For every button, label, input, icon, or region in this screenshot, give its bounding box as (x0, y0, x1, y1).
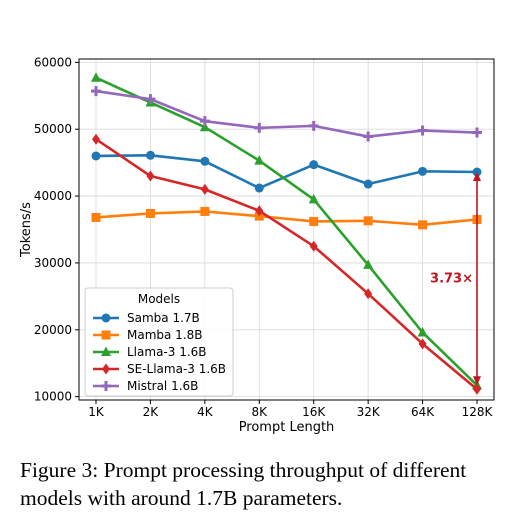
y-tick-label: 10000 (34, 390, 72, 404)
x-tick-label: 64K (411, 405, 435, 419)
ratio-annotation: 3.73× (430, 171, 481, 386)
data-point (91, 151, 101, 161)
legend-swatch-marker (101, 381, 111, 391)
series-line (95, 138, 478, 391)
data-point (363, 179, 373, 189)
x-tick-label: 1K (88, 405, 105, 419)
legend-entry: Llama-3 1.6B (93, 345, 207, 359)
data-point (91, 72, 101, 82)
x-tick-label: 8K (252, 405, 269, 419)
data-point (200, 156, 210, 166)
data-point (92, 133, 100, 145)
series-samba-1-7b (91, 150, 482, 193)
legend-box (84, 287, 234, 397)
x-axis-ticks: 1K 2K 4K 8K 16K 32K 64K 128K (88, 400, 494, 419)
series-line (95, 89, 478, 138)
legend: Models Samba 1.7B Mamba 1.8B Llama-3 1.6B S… (84, 287, 234, 397)
legend-swatch-marker (101, 330, 111, 340)
data-point (364, 288, 373, 300)
data-point (145, 150, 155, 160)
legend-label: Llama-3 1.6B (127, 345, 207, 359)
legend-entry: Mamba 1.8B (93, 328, 203, 342)
y-axis-ticks: 10000 20000 30000 40000 50000 60000 (34, 55, 79, 404)
series-mistral-1-6b (91, 86, 482, 142)
data-point (363, 131, 374, 142)
ratio-arrow-head-bottom (473, 376, 481, 386)
data-point (145, 94, 156, 105)
data-point (199, 121, 210, 132)
y-tick-label: 30000 (34, 256, 72, 270)
ratio-annotation-label: 3.73× (430, 272, 473, 287)
y-tick-label: 60000 (34, 55, 72, 69)
data-point (363, 216, 373, 226)
data-point (418, 220, 428, 230)
legend-entry: Mistral 1.6B (93, 379, 198, 393)
series-mamba-1-8b (91, 206, 482, 230)
data-point (199, 116, 210, 127)
x-axis-title: Prompt Length (239, 420, 335, 435)
data-point (200, 206, 210, 216)
legend-swatch-marker (101, 313, 111, 323)
data-point (417, 326, 428, 337)
data-point (308, 193, 319, 204)
ratio-arrow-head-top (473, 171, 481, 181)
data-point (91, 212, 101, 222)
x-tick-label: 2K (143, 405, 160, 419)
data-point (418, 166, 428, 176)
legend-swatch-marker (101, 346, 111, 356)
y-tick-label: 40000 (34, 189, 72, 203)
data-point (309, 240, 318, 252)
legend-title: Models (138, 292, 180, 306)
data-point (200, 183, 209, 195)
legend-entry: Samba 1.7B (93, 311, 200, 325)
data-point (146, 170, 155, 182)
x-tick-label: 32K (357, 405, 381, 419)
y-axis-title: Tokens/s (19, 202, 34, 258)
data-point (417, 125, 428, 136)
data-point (145, 208, 155, 218)
series-layer (91, 72, 482, 395)
data-point (473, 383, 481, 395)
x-tick-label: 4K (197, 405, 214, 419)
data-point (254, 122, 265, 133)
data-point (309, 160, 319, 170)
data-point (255, 205, 264, 217)
legend-swatch-marker (102, 363, 110, 375)
data-point (418, 338, 427, 350)
y-tick-label: 20000 (34, 323, 72, 337)
legend-label: Samba 1.7B (127, 311, 200, 325)
legend-label: Mamba 1.8B (127, 328, 203, 342)
x-tick-label: 128K (462, 405, 494, 419)
chart-container: 10000 20000 30000 40000 50000 60000 1K 2K 4K 8K 1… (19, 55, 495, 435)
data-point (309, 216, 319, 226)
series-se-llama-3-1-6b (92, 133, 481, 395)
legend-entry: SE-Llama-3 1.6B (93, 362, 226, 376)
series-line (95, 210, 478, 227)
figure-caption: Figure 3: Prompt processing throughput o… (20, 458, 467, 510)
data-point (472, 127, 482, 138)
data-point (254, 155, 265, 165)
y-tick-label: 50000 (34, 122, 72, 136)
legend-label: Mistral 1.6B (127, 379, 198, 393)
data-point (308, 120, 319, 131)
series-line (95, 76, 478, 387)
data-point (254, 183, 264, 193)
series-line (95, 153, 478, 190)
data-point (91, 86, 101, 97)
x-tick-label: 16K (302, 405, 326, 419)
plot-frame (78, 58, 495, 401)
data-point (363, 259, 374, 269)
legend-label: SE-Llama-3 1.6B (127, 362, 226, 376)
